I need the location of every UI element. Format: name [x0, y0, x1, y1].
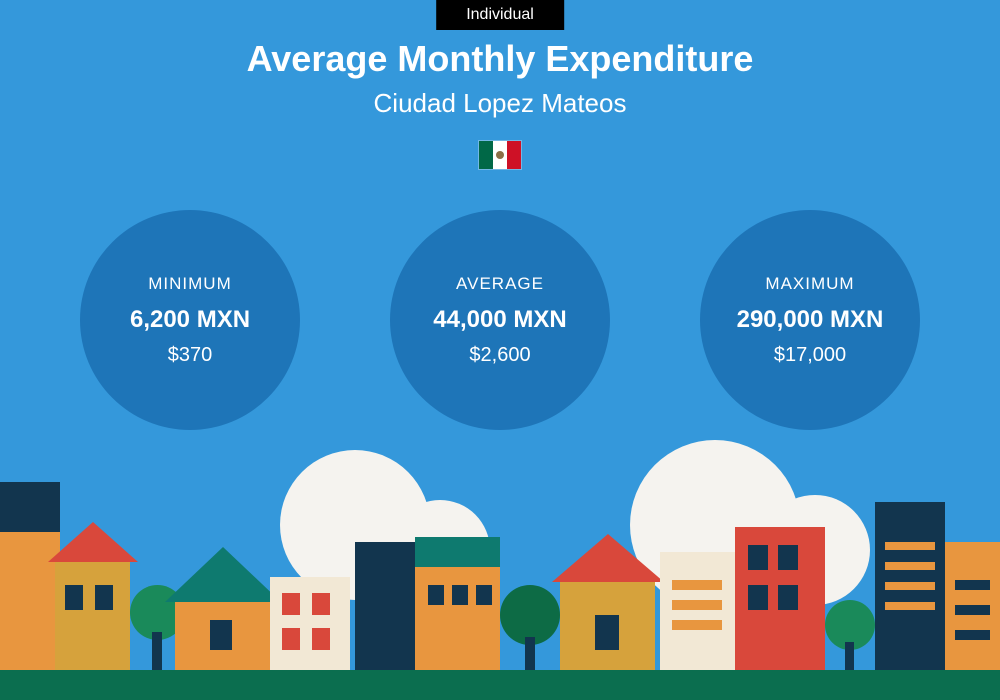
window-icon: [778, 585, 798, 610]
window-icon: [748, 545, 768, 570]
window-icon: [885, 602, 935, 610]
stat-circle-average: AVERAGE 44,000 MXN $2,600: [390, 210, 610, 430]
window-icon: [885, 562, 935, 570]
window-icon: [885, 542, 935, 550]
window-icon: [282, 593, 300, 615]
city-subtitle: Ciudad Lopez Mateos: [374, 88, 627, 119]
window-icon: [452, 585, 468, 605]
tree-trunk-icon: [525, 637, 535, 672]
stat-usd: $370: [168, 344, 213, 367]
roof-icon: [48, 522, 138, 562]
stat-label: MAXIMUM: [765, 274, 854, 294]
tree-trunk-icon: [152, 632, 162, 672]
tree-trunk-icon: [845, 642, 854, 672]
stat-label: MINIMUM: [148, 274, 231, 294]
stat-usd: $17,000: [774, 344, 846, 367]
roof-icon: [552, 534, 664, 582]
building-icon: [55, 562, 130, 672]
window-icon: [210, 620, 232, 650]
window-icon: [595, 615, 619, 650]
building-icon: [355, 542, 415, 672]
cityscape-illustration: [0, 460, 1000, 700]
window-icon: [955, 580, 990, 590]
stat-circle-minimum: MINIMUM 6,200 MXN $370: [80, 210, 300, 430]
window-icon: [282, 628, 300, 650]
window-icon: [672, 600, 722, 610]
window-icon: [955, 605, 990, 615]
window-icon: [476, 585, 492, 605]
window-icon: [955, 630, 990, 640]
window-icon: [65, 585, 83, 610]
window-icon: [748, 585, 768, 610]
stats-row: MINIMUM 6,200 MXN $370 AVERAGE 44,000 MX…: [0, 210, 1000, 430]
stat-usd: $2,600: [469, 344, 530, 367]
stat-value: 290,000 MXN: [737, 306, 884, 334]
window-icon: [778, 545, 798, 570]
category-badge: Individual: [436, 0, 564, 30]
window-icon: [95, 585, 113, 610]
window-icon: [312, 593, 330, 615]
window-icon: [885, 582, 935, 590]
building-icon: [415, 567, 500, 672]
tree-icon: [500, 585, 560, 645]
stat-circle-maximum: MAXIMUM 290,000 MXN $17,000: [700, 210, 920, 430]
building-icon: [415, 537, 500, 567]
stat-label: AVERAGE: [456, 274, 544, 294]
window-icon: [312, 628, 330, 650]
stat-value: 6,200 MXN: [130, 306, 250, 334]
building-icon: [270, 577, 350, 672]
mexico-flag-icon: [478, 140, 522, 170]
page-title: Average Monthly Expenditure: [247, 38, 754, 80]
ground-icon: [0, 670, 1000, 700]
stat-value: 44,000 MXN: [433, 306, 566, 334]
window-icon: [672, 580, 722, 590]
roof-icon: [165, 547, 281, 602]
window-icon: [672, 620, 722, 630]
flag-emblem-icon: [496, 151, 504, 159]
flag-stripe-green: [479, 141, 493, 169]
window-icon: [428, 585, 444, 605]
building-icon: [660, 552, 735, 672]
flag-stripe-red: [507, 141, 521, 169]
flag-stripe-white: [493, 141, 507, 169]
